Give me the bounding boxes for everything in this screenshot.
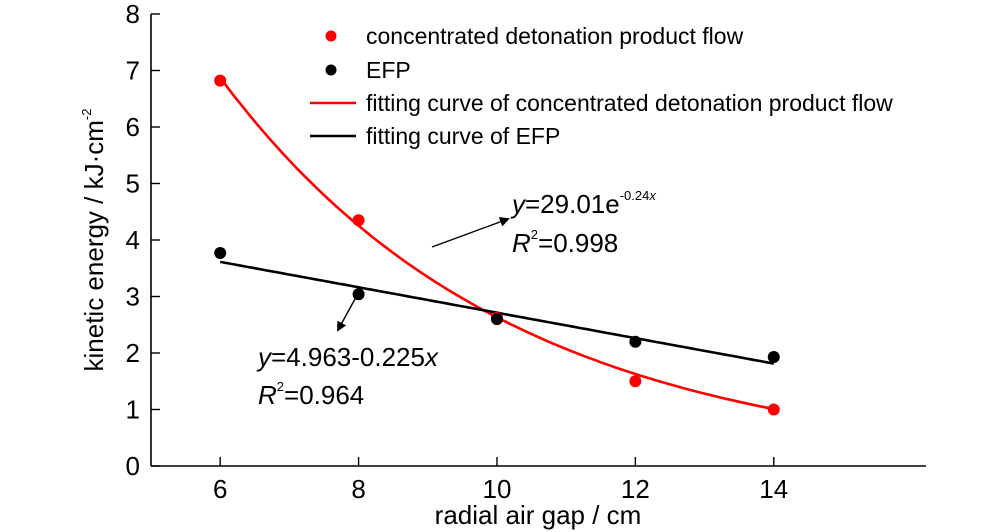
y-tick-label: 0 — [126, 451, 140, 481]
equation-exponential-formula: y=29.01e-0.24x — [510, 188, 656, 219]
data-point-black — [767, 350, 780, 363]
x-ticks: 6 8 10 12 14 — [213, 457, 788, 504]
legend-marker-black-points — [325, 64, 337, 76]
y-tick-label: 5 — [126, 169, 140, 199]
data-point-black — [629, 335, 642, 348]
data-point-black — [352, 288, 365, 301]
legend-label-black-points: EFP — [366, 57, 411, 83]
data-point-red — [352, 214, 365, 227]
data-point-black — [490, 313, 503, 326]
legend-marker-red-points — [325, 30, 337, 42]
y-tick-label: 6 — [126, 112, 140, 142]
data-point-red — [214, 74, 227, 87]
y-tick-label: 8 — [126, 0, 140, 29]
x-tick-label: 6 — [213, 474, 227, 504]
y-axis-title-sup: -2 — [79, 109, 94, 121]
legend-label-red-points: concentrated detonation product flow — [366, 23, 744, 49]
y-axis-title: kinetic energy / kJ·cm-2 — [79, 109, 109, 372]
data-point-red — [767, 403, 780, 416]
y-tick-label: 2 — [126, 338, 140, 368]
y-tick-label: 1 — [126, 395, 140, 425]
equation-linear-fit: y=4.963-0.225x R2=0.964 — [256, 287, 439, 410]
y-tick-label: 3 — [126, 282, 140, 312]
x-tick-label: 14 — [759, 474, 788, 504]
equation-linear-arrow — [337, 287, 362, 332]
equation-exponential-r2: R2=0.998 — [512, 227, 618, 258]
legend: concentrated detonation product flow EFP… — [310, 23, 893, 149]
x-tick-label: 8 — [351, 474, 365, 504]
equation-linear-r2: R2=0.964 — [258, 379, 364, 410]
x-tick-label: 12 — [621, 474, 650, 504]
y-axis-title-main: kinetic energy / kJ·cm — [79, 120, 109, 371]
data-point-black — [214, 246, 227, 259]
equation-exponential-fit: y=29.01e-0.24x R2=0.998 — [431, 188, 656, 258]
data-point-red — [629, 375, 642, 388]
x-axis-title: radial air gap / cm — [435, 500, 642, 530]
y-tick-label: 7 — [126, 56, 140, 86]
equation-exponential-arrow — [431, 217, 510, 248]
equation-linear-formula: y=4.963-0.225x — [256, 342, 439, 372]
data-points — [214, 74, 780, 416]
y-tick-label: 4 — [126, 225, 140, 255]
legend-label-red-fit: fitting curve of concentrated detonation… — [366, 90, 893, 116]
x-tick-label: 10 — [483, 474, 512, 504]
legend-label-black-fit: fitting curve of EFP — [366, 123, 560, 149]
y-ticks: 0 1 2 3 4 5 6 7 8 — [126, 0, 160, 481]
